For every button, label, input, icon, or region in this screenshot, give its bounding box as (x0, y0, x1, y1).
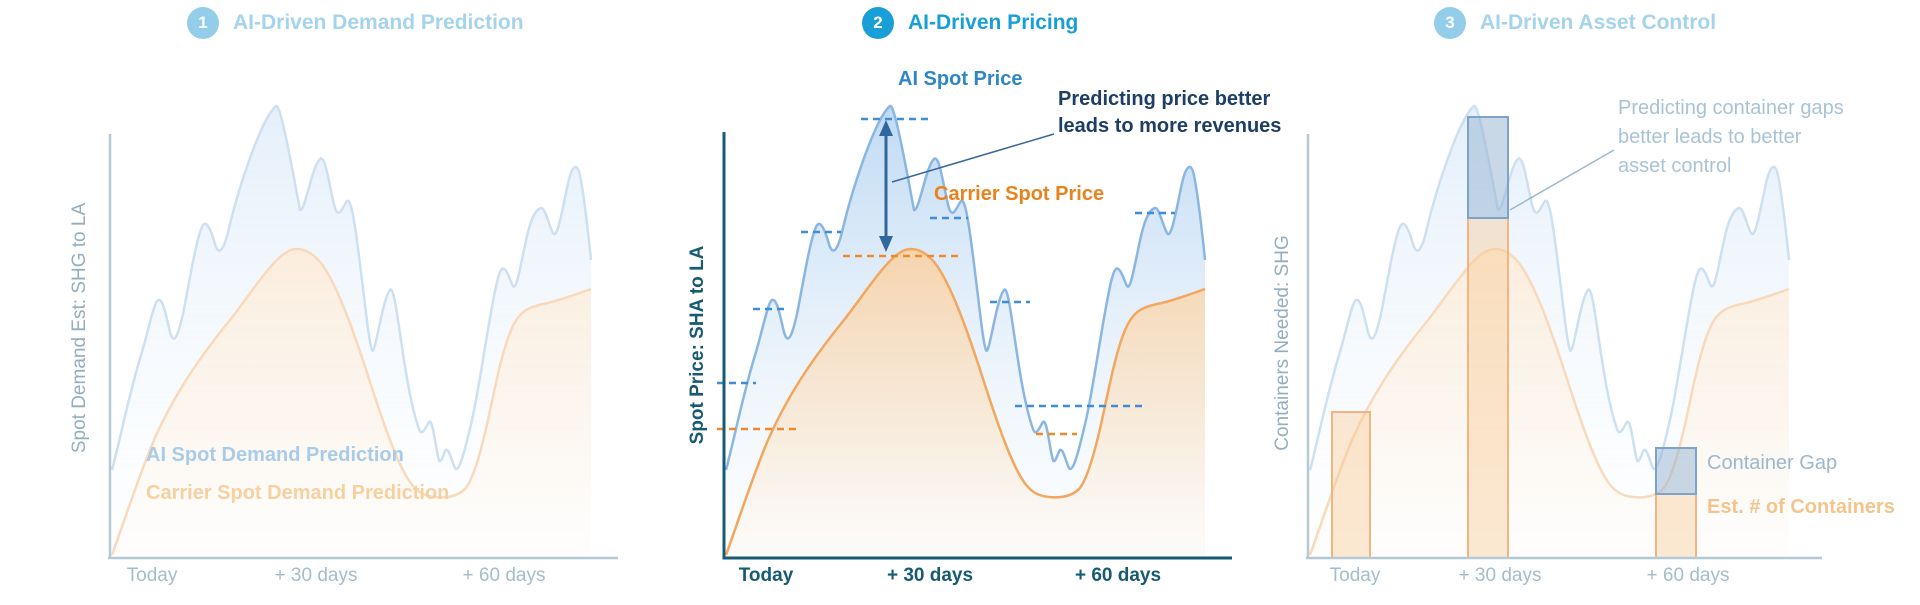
x-tick-today: Today (126, 565, 178, 586)
price-gap-arrow-head-up (879, 120, 893, 136)
annotation-callout-line (891, 133, 1055, 183)
container-gap-bar-30-days (1467, 116, 1509, 219)
y-axis-label: Spot Price: SHA to LA (687, 245, 708, 445)
est-containers-bar-60-days (1655, 493, 1697, 559)
container-gap-bar-60-days (1655, 447, 1697, 495)
container-gap-label: Container Gap (1707, 452, 1838, 474)
pricing-annotation-line1: Predicting price better (1058, 88, 1271, 110)
step-number: 1 (198, 13, 208, 32)
y-axis-label: Containers Needed: SHG (1272, 235, 1293, 451)
annotation-callout-line (1509, 149, 1615, 211)
x-tick-today: Today (738, 565, 794, 586)
step-number: 3 (1445, 13, 1455, 32)
asset-annotation: Predicting container gaps better leads t… (1618, 94, 1844, 181)
pricing-annotation-line2: leads to more revenues (1058, 115, 1282, 137)
y-axis-label: Spot Demand Est: SHG to LA (69, 202, 90, 454)
asset-chart (1306, 104, 1822, 560)
asset-annotation-line1: Predicting container gaps (1618, 97, 1844, 119)
step-header-demand-prediction: 1 AI-Driven Demand Prediction (187, 7, 524, 39)
step-number-badge: 1 (187, 7, 219, 39)
step-number-badge: 2 (862, 7, 894, 39)
pricing-curves (724, 104, 1207, 558)
est-containers-label: Est. # of Containers (1707, 496, 1895, 518)
pricing-annotation: Predicting price better leads to more re… (1058, 86, 1281, 140)
step-title: AI-Driven Demand Prediction (233, 11, 524, 34)
step-number: 2 (873, 13, 883, 32)
x-tick-60-days: + 60 days (1074, 565, 1162, 586)
legend-carrier-spot-demand: Carrier Spot Demand Prediction (146, 482, 450, 504)
carrier-curve (724, 247, 1206, 556)
asset-annotation-line2: better leads to better (1618, 126, 1802, 148)
legend-ai-spot-demand: AI Spot Demand Prediction (146, 444, 404, 466)
demand-curves (110, 104, 593, 558)
carrier-curve (110, 247, 592, 556)
ai-curve (724, 104, 1207, 471)
step-header-pricing: 2 AI-Driven Pricing (862, 7, 1078, 39)
panel-demand-prediction: Spot Demand Est: SHG to LA Today + 30 da… (54, 60, 694, 605)
step-header-asset-control: 3 AI-Driven Asset Control (1434, 7, 1716, 39)
pricing-chart (717, 104, 1232, 560)
x-tick-30-days: + 30 days (274, 565, 358, 586)
ai-curve (110, 104, 593, 471)
est-containers-bar-30-days (1467, 217, 1509, 559)
ai-spot-price-label: AI Spot Price (898, 68, 1023, 90)
panel-asset-control: Containers Needed: SHG Today + 30 days +… (1252, 60, 1895, 605)
x-tick-today: Today (1329, 565, 1381, 586)
asset-annotation-line3: asset control (1618, 155, 1732, 177)
est-containers-bar-today (1331, 411, 1371, 559)
carrier-spot-price-label: Carrier Spot Price (934, 183, 1105, 205)
step-title: AI-Driven Pricing (908, 11, 1079, 34)
ai-curve (1308, 104, 1791, 471)
step-number-badge: 3 (1434, 7, 1466, 39)
carrier-curve (1308, 247, 1790, 556)
step-title: AI-Driven Asset Control (1480, 11, 1717, 34)
price-gap-arrow-head-down (879, 236, 893, 252)
panel-pricing: Spot Price: SHA to LA Today + 30 days + … (668, 60, 1308, 605)
x-tick-60-days: + 60 days (462, 565, 546, 586)
x-tick-30-days: + 30 days (886, 565, 974, 586)
demand-chart (108, 104, 618, 560)
x-tick-30-days: + 30 days (1458, 565, 1542, 586)
x-tick-60-days: + 60 days (1646, 565, 1730, 586)
carrier-area-fill (112, 249, 591, 558)
